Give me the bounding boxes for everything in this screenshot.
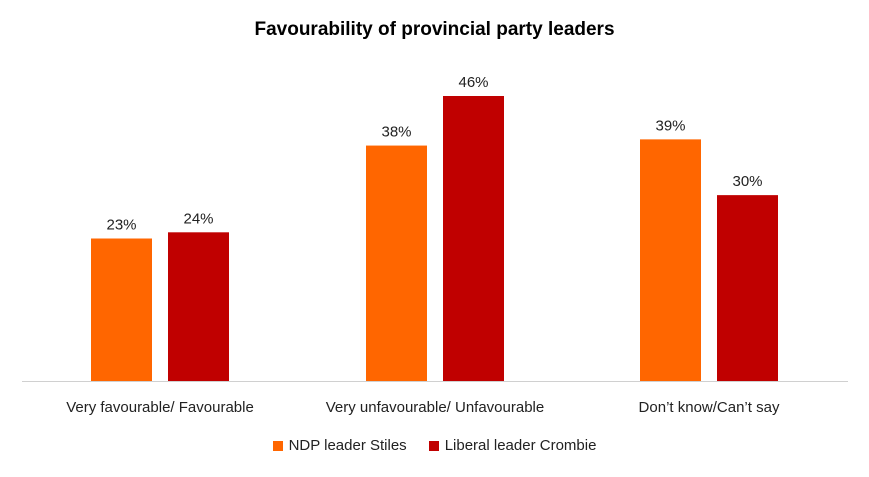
bar-ndp-2 [640,139,701,381]
bar-ndp-0 [91,238,152,381]
data-label-ndp-0: 23% [106,217,136,234]
bar-liberal-0 [168,232,229,381]
legend-item-ndp: NDP leader Stiles [272,437,407,454]
data-label-ndp-1: 38% [381,124,411,141]
category-label-2: Don’t know/Can’t say [639,399,780,416]
legend-label-ndp: NDP leader Stiles [288,437,407,454]
bar-liberal-1 [443,96,504,381]
data-label-liberal-2: 30% [732,173,762,190]
data-label-liberal-0: 24% [183,210,213,227]
bar-ndp-1 [366,145,427,381]
category-label-1: Very unfavourable/ Unfavourable [326,399,544,416]
legend-swatch-ndp [272,440,283,451]
data-label-liberal-1: 46% [458,74,488,91]
bar-liberal-2 [717,195,778,381]
data-label-ndp-2: 39% [655,117,685,134]
chart-title: Favourability of provincial party leader… [254,19,615,40]
legend: NDP leader Stiles Liberal leader Crombie [0,437,869,454]
legend-swatch-liberal [428,440,439,451]
legend-label-liberal: Liberal leader Crombie [444,437,597,454]
legend-item-liberal: Liberal leader Crombie [428,437,597,454]
category-label-0: Very favourable/ Favourable [66,399,254,416]
